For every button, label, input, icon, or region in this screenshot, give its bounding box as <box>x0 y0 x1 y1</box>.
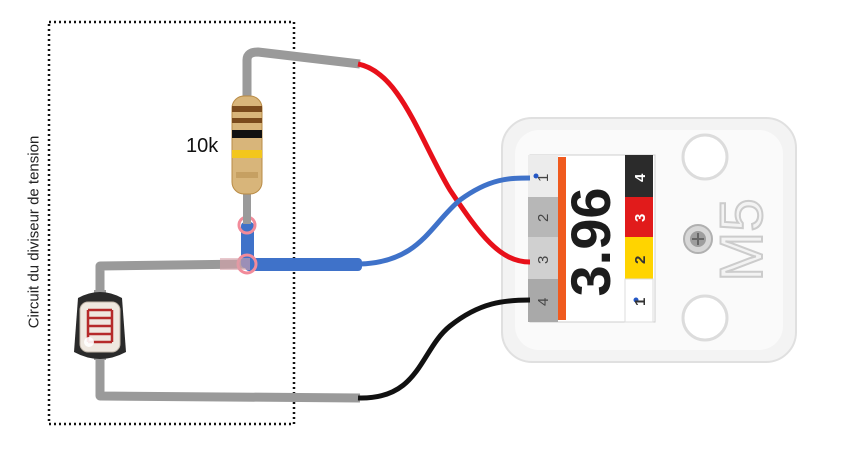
left-pin-3: 3 <box>535 256 552 264</box>
ldr-track-icon <box>88 308 112 344</box>
wire-black <box>357 297 531 401</box>
m5-logo: M5 <box>708 198 775 281</box>
wire-red <box>357 61 531 265</box>
wire-blue <box>359 175 531 267</box>
screen-value: 3.96 <box>559 188 622 297</box>
left-pin-4: 4 <box>535 298 552 306</box>
ldr-photoresistor <box>74 290 126 360</box>
right-pin-4: 4 <box>632 173 649 182</box>
voltage-divider-box <box>47 20 296 426</box>
left-pin-2: 2 <box>535 214 552 222</box>
voltage-divider-label: Circuit du diviseur de tension <box>25 135 43 329</box>
right-pin-3: 3 <box>632 214 649 222</box>
wire-gray-top <box>242 47 361 98</box>
resistor <box>231 84 263 224</box>
left-pin-1: 1 <box>535 174 552 182</box>
wire-blue-segment <box>245 258 362 271</box>
mount-hole-top <box>681 133 729 181</box>
mount-hole-bottom <box>681 294 729 342</box>
resistor-value-label: 10k <box>186 135 219 157</box>
wire-gray-left <box>95 259 251 300</box>
accent-bar <box>558 157 566 320</box>
wires <box>95 47 531 403</box>
right-pin-2: 2 <box>632 256 649 264</box>
right-pin-1: 1 <box>632 298 649 306</box>
wire-gray-bottom <box>95 352 361 403</box>
m5-unit <box>501 117 797 363</box>
